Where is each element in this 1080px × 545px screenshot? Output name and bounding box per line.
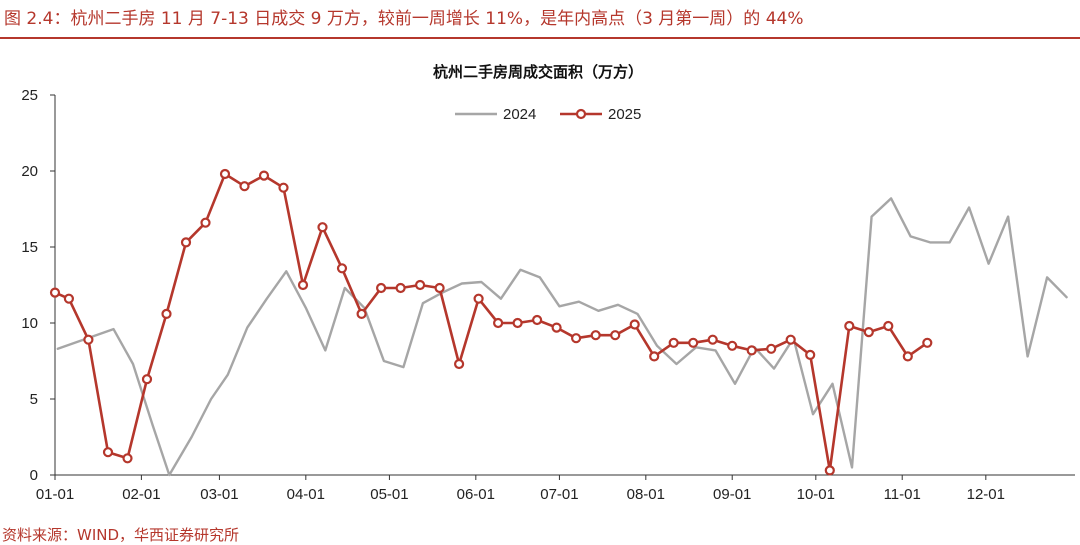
y-tick-label: 25	[21, 87, 38, 104]
x-tick-label: 10-01	[797, 486, 835, 503]
data-point-2025	[727, 340, 738, 351]
x-tick-label: 02-01	[122, 486, 160, 503]
y-tick-label: 20	[21, 163, 38, 180]
data-point-2025	[785, 334, 796, 345]
data-point-2025	[258, 170, 270, 181]
data-point-2025	[473, 293, 484, 304]
data-point-2025	[512, 317, 523, 329]
data-point-2025	[668, 337, 679, 348]
series-line-2024	[56, 197, 1068, 477]
data-point-2025	[746, 345, 757, 356]
data-point-2025	[531, 314, 543, 326]
data-point-2025	[883, 320, 894, 332]
data-point-2025	[336, 263, 348, 274]
x-tick-label: 04-01	[287, 486, 325, 503]
data-point-2025	[356, 308, 367, 319]
data-point-2025	[297, 279, 309, 291]
data-point-2025	[824, 465, 835, 476]
legend-item-2025: 2025	[560, 106, 641, 123]
data-point-2025	[395, 282, 406, 294]
figure-header: 图 2.4：杭州二手房 11 月 7-13 日成交 9 万方，较前一周增长 11…	[0, 0, 1080, 39]
series-2024	[56, 197, 1068, 477]
y-tick-label: 10	[21, 315, 38, 332]
data-point-2025	[902, 351, 913, 362]
data-point-2025	[376, 282, 387, 294]
legend-label-2025: 2025	[608, 106, 641, 123]
data-point-2025	[610, 330, 621, 341]
chart-title: 杭州二手房周成交面积（万方）	[433, 63, 643, 81]
x-tick-label: 07-01	[540, 486, 578, 503]
x-tick-label: 01-01	[36, 486, 74, 503]
data-point-2025	[317, 222, 328, 233]
y-tick-label: 5	[30, 391, 38, 408]
data-point-2025	[415, 279, 426, 291]
data-point-2025	[805, 349, 816, 360]
legend-marker-2025	[575, 108, 587, 120]
figure-title: 图 2.4：杭州二手房 11 月 7-13 日成交 9 万方，较前一周增长 11…	[4, 9, 804, 29]
title-divider	[0, 37, 1080, 39]
data-point-2025	[83, 334, 94, 345]
series-2025	[49, 168, 933, 476]
data-point-2025	[922, 337, 933, 348]
x-tick-label: 05-01	[370, 486, 408, 503]
data-point-2025	[200, 217, 211, 228]
data-point-2025	[570, 333, 582, 344]
data-point-2025	[590, 330, 601, 341]
source-note: 资料来源：WIND，华西证券研究所	[2, 526, 240, 544]
x-tick-label: 09-01	[713, 486, 751, 503]
data-point-2025	[493, 317, 504, 329]
series-line-2025	[53, 172, 929, 472]
y-tick-label: 15	[21, 239, 38, 256]
series-layer	[49, 168, 1068, 477]
x-tick-label: 03-01	[200, 486, 238, 503]
data-point-2025	[219, 168, 231, 180]
data-point-2025	[161, 308, 172, 319]
data-point-2025	[180, 237, 192, 248]
data-point-2025	[454, 358, 465, 370]
y-tick-label: 0	[30, 467, 38, 484]
x-tick-label: 11-01	[884, 486, 921, 503]
legend-item-2024: 2024	[455, 106, 536, 123]
data-point-2025	[122, 453, 133, 464]
data-point-2025	[102, 447, 114, 458]
data-point-2025	[766, 343, 777, 354]
data-point-2025	[434, 282, 445, 294]
chart-legend: 2024 2025	[455, 106, 641, 123]
data-point-2025	[707, 334, 718, 345]
data-point-2025	[141, 374, 153, 385]
data-point-2025	[239, 181, 250, 192]
data-point-2025	[63, 293, 75, 304]
data-point-2025	[551, 322, 562, 333]
data-point-2025	[844, 320, 855, 332]
data-point-2025	[278, 182, 289, 193]
data-point-2025	[863, 327, 874, 338]
data-point-2025	[688, 337, 699, 348]
data-point-2025	[649, 351, 660, 362]
data-point-2025	[629, 319, 640, 330]
x-tick-label: 12-01	[967, 486, 1005, 503]
x-tick-label: 08-01	[627, 486, 665, 503]
data-point-2025	[49, 287, 61, 298]
x-tick-label: 06-01	[457, 486, 495, 503]
legend-label-2024: 2024	[503, 106, 536, 123]
